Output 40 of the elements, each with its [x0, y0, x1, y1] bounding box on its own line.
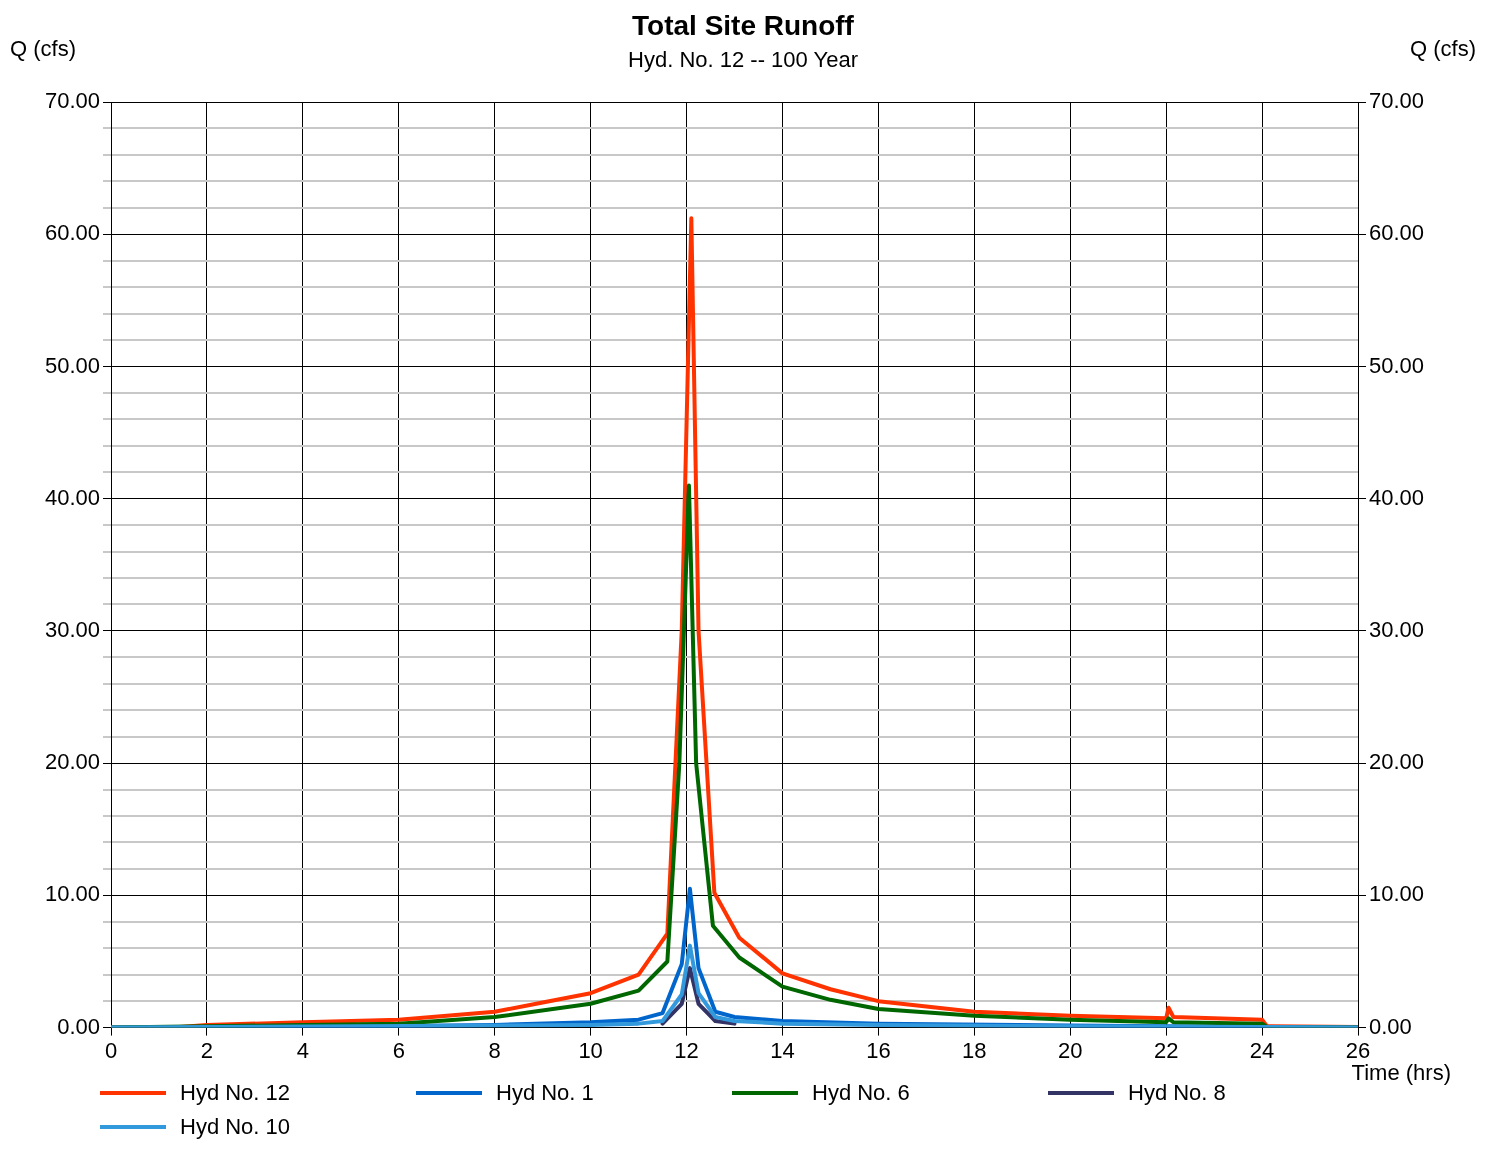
y-tick-label: 0.00 [57, 1013, 100, 1039]
y2-tick-label: 40.00 [1369, 484, 1425, 510]
legend-label: Hyd No. 12 [180, 1080, 291, 1106]
legend-label: Hyd No. 10 [180, 1114, 291, 1140]
x-tick-label: 12 [674, 1037, 699, 1063]
x-tick-label: 24 [1249, 1037, 1275, 1063]
y2-tick-label: 30.00 [1369, 616, 1425, 642]
x-tick-label: 20 [1057, 1037, 1083, 1063]
legend-label: Hyd No. 6 [812, 1080, 910, 1106]
x-tick-label: 6 [392, 1037, 405, 1063]
y2-tick-label: 0.00 [1369, 1013, 1412, 1039]
x-tick-label: 0 [104, 1037, 118, 1063]
x-tick-label: 14 [770, 1037, 795, 1063]
y2-tick-label: 50.00 [1369, 352, 1425, 378]
x-tick-label: 8 [488, 1037, 501, 1063]
legend-label: Hyd No. 8 [1128, 1080, 1226, 1106]
x-tick-label: 18 [962, 1037, 987, 1063]
y-tick-label: 10.00 [44, 881, 100, 907]
x-tick-label: 10 [578, 1037, 603, 1063]
x-tick-label: 2 [200, 1037, 214, 1063]
y-axis-title: Q (cfs) [10, 36, 76, 62]
y2-tick-label: 20.00 [1369, 749, 1425, 775]
y2-tick-label: 70.00 [1369, 88, 1425, 114]
y2-tick-label: 10.00 [1369, 881, 1425, 907]
x-axis-title: Time (hrs) [1351, 1060, 1451, 1086]
y2-axis-title: Q (cfs) [1410, 36, 1476, 62]
y-tick-label: 60.00 [44, 220, 100, 246]
chart-title: Total Site Runoff [632, 9, 855, 41]
y-tick-label: 50.00 [44, 352, 100, 378]
y-tick-label: 30.00 [44, 616, 100, 642]
y2-tick-label: 60.00 [1369, 220, 1425, 246]
x-tick-label: 4 [296, 1037, 309, 1063]
legend-label: Hyd No. 1 [496, 1080, 594, 1106]
x-tick-label: 16 [866, 1037, 891, 1063]
x-tick-label: 26 [1345, 1037, 1371, 1063]
y-tick-label: 70.00 [44, 88, 100, 114]
y-tick-label: 20.00 [44, 749, 100, 775]
y-tick-label: 40.00 [44, 484, 100, 510]
chart-subtitle: Hyd. No. 12 -- 100 Year [628, 46, 858, 72]
x-tick-label: 22 [1153, 1037, 1179, 1063]
